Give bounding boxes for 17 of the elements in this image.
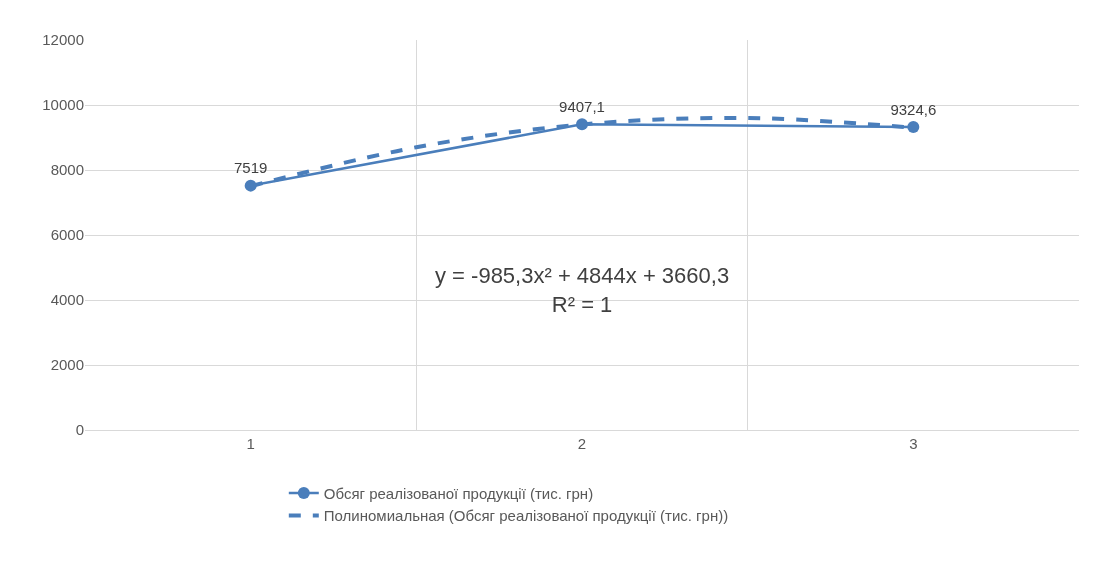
x-tick-label: 2 (577, 435, 587, 452)
y-tick-label: 8000 (50, 161, 84, 179)
y-tick-label: 10000 (42, 96, 84, 114)
x-tick-label: 1 (246, 435, 255, 452)
y-tick-label: 4000 (50, 291, 84, 309)
legend-label: Полиномиальная (Обсяг реалізованої продукції (тис. грн)) (323, 507, 729, 525)
x-tick-label: 3 (909, 435, 918, 452)
legend-label: Обсяг реалізованої продукції (тис. грн) (323, 484, 594, 502)
y-tick-label: 2000 (50, 356, 84, 374)
annotation: y = -985,3x² + 4844x + 3660,3 R² = 1 (435, 263, 730, 317)
y-tick-label: 0 (75, 421, 84, 439)
data-label: 7519 (233, 159, 268, 177)
y-tick-label: 12000 (42, 31, 84, 49)
y-tick-label: 6000 (50, 226, 84, 244)
data-label: 9324,6 (890, 100, 937, 118)
data-label: 9407,1 (559, 98, 605, 116)
point (907, 120, 920, 133)
